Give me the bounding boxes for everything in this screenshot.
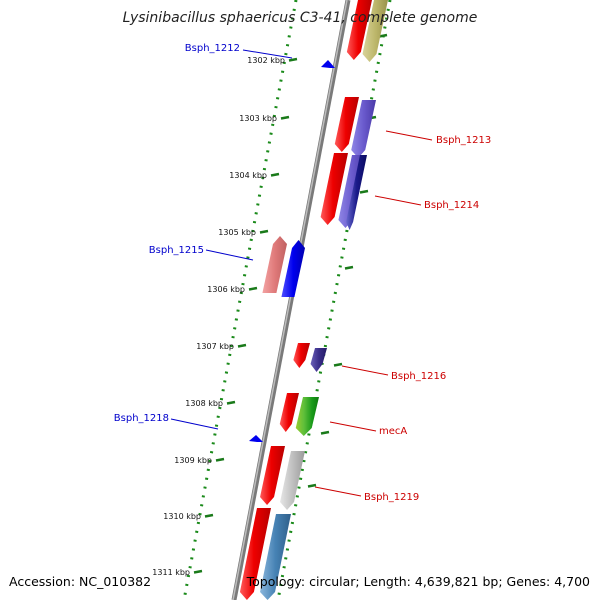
ruler-tick (359, 189, 369, 194)
cds-arrow-darkpurple (310, 348, 327, 372)
cds-arrow-red (320, 153, 348, 225)
cds-arrow-red (346, 0, 372, 60)
ruler-tick (204, 513, 214, 518)
gene-label: Bsph_1212 (185, 43, 240, 54)
ruler-tick (333, 362, 343, 367)
gene-label: Bsph_1219 (364, 492, 419, 503)
gene-label: Bsph_1218 (114, 413, 169, 424)
gene-label: mecA (379, 426, 407, 437)
cds-arrow-blue-small (249, 435, 263, 442)
ruler-tick (237, 343, 247, 348)
ruler-dotted-line-right (276, 0, 392, 601)
genome-title: Lysinibacillus sphaericus C3-41, complet… (122, 10, 478, 26)
cds-arrow-purple (351, 100, 376, 158)
cds-arrow-blue (281, 240, 305, 297)
accession-text: Accession: NC_010382 (9, 574, 152, 589)
ruler-tick-label: 1308 kbp (185, 399, 223, 408)
cds-arrow-gray (280, 451, 305, 510)
gene-label: Bsph_1215 (149, 245, 204, 256)
cds-arrow-red (279, 393, 299, 432)
cds-arrow-red (293, 343, 310, 368)
gene-label-leader-line (242, 49, 293, 59)
ruler-tick-label: 1304 kbp (229, 171, 267, 180)
sequence-backbone-highlight (232, 0, 348, 601)
gene-label-leader-line (374, 195, 422, 206)
cds-arrow-red (260, 446, 285, 505)
ruler-tick (215, 457, 225, 462)
gene-label-leader-line (170, 418, 219, 430)
cds-arrow-red (334, 97, 359, 152)
gene-label: Bsph_1213 (436, 135, 491, 146)
ruler-tick-label: 1311 kbp (152, 568, 190, 577)
cds-arrow-olive (362, 0, 388, 62)
gene-label-leader-line (385, 130, 433, 141)
gene-label-leader-line (205, 249, 254, 261)
ruler-tick (378, 33, 388, 38)
cds-arrow-blue-small (321, 60, 335, 68)
ruler-dotted-line-left (182, 0, 298, 601)
ruler-tick (280, 115, 290, 120)
ruler-tick (248, 286, 258, 291)
ruler-tick (270, 172, 280, 177)
cds-arrow-red (239, 508, 271, 600)
ruler-tick (193, 569, 203, 574)
ruler-tick (320, 430, 330, 435)
ruler-tick-label: 1307 kbp (196, 342, 234, 351)
cds-arrow-pink (262, 236, 287, 293)
ruler-tick (259, 229, 269, 234)
sequence-backbone (231, 0, 351, 601)
gene-label-leader-line (341, 365, 389, 376)
cds-arrow-green (295, 397, 319, 436)
cds-arrow-steel (260, 514, 291, 600)
ruler-tick (344, 265, 354, 270)
ruler-tick-label: 1303 kbp (239, 114, 277, 123)
ruler-tick-label: 1305 kbp (218, 228, 256, 237)
gene-label-leader-line (314, 486, 362, 497)
gene-label: Bsph_1214 (424, 200, 479, 211)
ruler-tick-label: 1309 kbp (174, 456, 212, 465)
gene-label-leader-line (329, 421, 377, 432)
ruler-tick (226, 400, 236, 405)
ruler-tick-label: 1306 kbp (207, 285, 245, 294)
genome-summary-text: Topology: circular; Length: 4,639,821 bp… (246, 574, 590, 589)
ruler-tick (288, 57, 298, 62)
ruler-tick-label: 1310 kbp (163, 512, 201, 521)
ruler-tick-label: 1302 kbp (247, 56, 285, 65)
cds-arrow-navy (346, 155, 367, 230)
ruler-tick (307, 483, 317, 488)
gene-label: Bsph_1216 (391, 371, 446, 382)
